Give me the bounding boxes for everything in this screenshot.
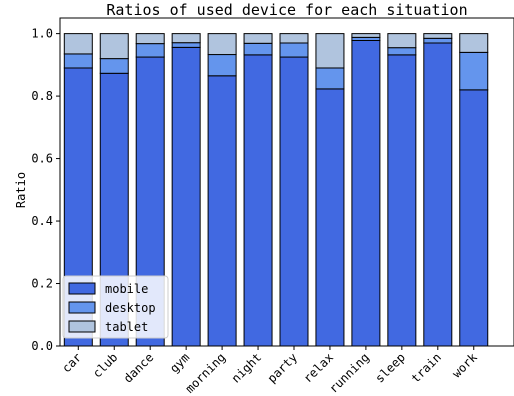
bar-segment-mobile xyxy=(459,89,489,347)
bar-segment-mobile xyxy=(423,42,453,347)
bar-segment-desktop xyxy=(423,37,453,44)
bar-segment-tablet xyxy=(315,33,345,69)
bar-segment-tablet xyxy=(387,33,417,49)
bar-segment-mobile xyxy=(351,39,381,347)
chart-title: Ratios of used device for each situation xyxy=(106,1,467,19)
bar-segment-desktop xyxy=(135,43,165,58)
bar-segment-tablet xyxy=(279,33,309,44)
bar-segment-mobile xyxy=(315,88,345,347)
x-tick-label: club xyxy=(90,350,120,380)
bar-segment-desktop xyxy=(387,47,417,56)
bar-segment-tablet xyxy=(423,33,453,39)
x-tick-label: party xyxy=(265,350,300,385)
bar-segment-mobile xyxy=(279,56,309,347)
legend-swatch-desktop xyxy=(68,301,96,314)
y-tick-label: 0.0 xyxy=(31,339,53,353)
bar-segment-tablet xyxy=(99,33,129,60)
x-tick-label: gym xyxy=(167,350,192,375)
bar-segment-tablet xyxy=(171,33,201,44)
y-tick-label: 0.2 xyxy=(31,277,53,291)
y-tick-label: 0.8 xyxy=(31,89,53,103)
bar-segment-desktop xyxy=(171,42,201,48)
legend-swatch-tablet xyxy=(68,320,96,333)
bar-segment-desktop xyxy=(207,54,237,77)
bar-segment-desktop xyxy=(279,42,309,58)
legend-label-mobile: mobile xyxy=(105,282,148,296)
bar-segment-mobile xyxy=(171,46,201,347)
bar-segment-mobile xyxy=(207,75,237,347)
y-axis-label: Ratio xyxy=(14,172,28,208)
y-tick-label: 0.6 xyxy=(31,152,53,166)
bar-segment-tablet xyxy=(459,33,489,53)
y-tick-label: 0.4 xyxy=(31,214,53,228)
x-tick-label: sleep xyxy=(373,350,408,385)
plot-frame xyxy=(59,17,514,347)
bar-segment-tablet xyxy=(63,33,93,55)
bar-segment-tablet xyxy=(351,33,381,38)
bar-segment-desktop xyxy=(63,53,93,69)
bar-segment-desktop xyxy=(243,42,273,56)
legend-label-desktop: desktop xyxy=(105,301,156,315)
x-tick-label: work xyxy=(450,350,481,381)
bar-segment-mobile xyxy=(387,54,417,347)
bar-segment-desktop xyxy=(99,58,129,74)
x-tick-label: morning xyxy=(183,350,229,396)
bar-segment-mobile xyxy=(243,54,273,347)
x-tick-label: night xyxy=(229,350,264,385)
x-tick-label: running xyxy=(326,350,372,396)
bar-segment-desktop xyxy=(315,67,345,90)
legend-swatch-mobile xyxy=(68,282,96,295)
legend: mobile desktop tablet xyxy=(62,275,169,339)
x-tick-label: train xyxy=(408,350,443,385)
y-axis-ticks: 0.0 0.2 0.4 0.6 0.8 1.0 xyxy=(31,27,60,353)
bar-segment-tablet xyxy=(207,33,237,56)
y-tick-label: 1.0 xyxy=(31,27,53,41)
x-tick-label: car xyxy=(59,350,84,375)
x-tick-label: dance xyxy=(121,350,156,385)
bar-segment-tablet xyxy=(243,33,273,44)
legend-label-tablet: tablet xyxy=(105,320,148,334)
bar-segment-desktop xyxy=(459,51,489,91)
bar-segment-tablet xyxy=(135,33,165,45)
